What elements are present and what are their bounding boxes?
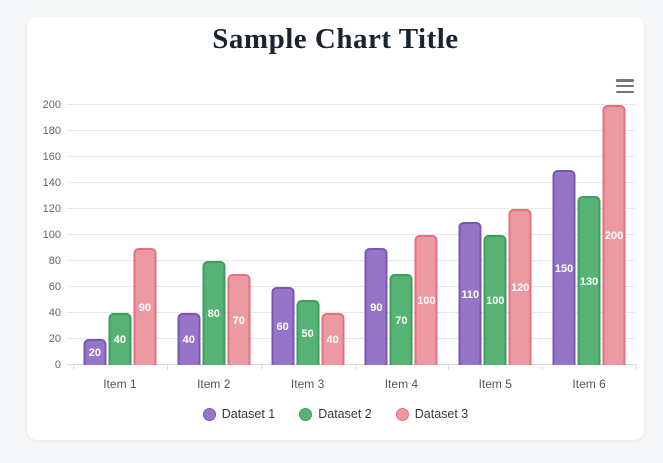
gridline [67, 234, 636, 235]
bar-dataset-3-item-5[interactable]: 120 [508, 209, 532, 365]
legend-item-dataset-3[interactable]: Dataset 3 [395, 407, 469, 421]
x-axis-category-label: Item 6 [572, 377, 606, 391]
x-axis-tick [260, 365, 262, 370]
bar-value-label: 110 [461, 288, 480, 301]
x-axis-category-label: Item 1 [103, 377, 137, 391]
legend-swatch-icon [299, 407, 313, 421]
bar-dataset-2-item-2[interactable]: 80 [202, 261, 226, 365]
legend-label: Dataset 3 [414, 407, 469, 421]
y-axis-tick-label: 100 [42, 229, 61, 241]
bar-dataset-3-item-3[interactable]: 40 [321, 313, 345, 365]
y-axis-tick-label: 120 [42, 203, 61, 215]
x-axis-tick [542, 365, 544, 370]
x-axis-category-label: Item 2 [197, 377, 231, 391]
x-axis-tick [166, 365, 168, 370]
x-axis-category-label: Item 3 [290, 377, 325, 391]
bar-dataset-1-item-2[interactable]: 40 [177, 313, 201, 365]
y-axis-tick-label: 180 [42, 125, 61, 137]
x-axis-tick [636, 365, 637, 370]
hamburger-bar [616, 84, 634, 88]
chart-title: Sample Chart Title [212, 23, 459, 55]
bar-value-label: 100 [417, 295, 436, 307]
bar-dataset-3-item-6[interactable]: 200 [602, 105, 626, 365]
x-axis-category-label: Item 4 [384, 377, 419, 391]
x-axis-tick [73, 365, 74, 370]
x-axis-tick [354, 365, 356, 370]
gridline [67, 104, 636, 105]
legend-item-dataset-1[interactable]: Dataset 1 [202, 407, 276, 421]
bar-dataset-1-item-6[interactable]: 150 [552, 170, 576, 365]
chart-card: Sample Chart Title 0 20 40 60 80 100 120 140 160… [27, 17, 644, 440]
bar-dataset-3-item-4[interactable]: 100 [414, 235, 438, 365]
bar-value-label: 100 [486, 295, 505, 307]
legend-label: Dataset 2 [318, 407, 372, 421]
bar-group: 20 40 90 [83, 248, 157, 365]
gridline [67, 286, 636, 287]
gridline [67, 182, 636, 183]
bar-dataset-2-item-4[interactable]: 70 [389, 274, 413, 365]
bar-dataset-1-item-4[interactable]: 90 [364, 248, 388, 365]
bar-group: 150 130 200 [552, 105, 626, 365]
gridline [67, 364, 636, 365]
x-axis-category-label: Item 5 [478, 377, 512, 391]
bar-value-label: 40 [182, 334, 195, 346]
bar-value-label: 120 [511, 282, 530, 294]
gridline [67, 338, 636, 339]
gridline [67, 156, 636, 157]
bar-value-label: 40 [113, 334, 127, 346]
bar-value-label: 80 [207, 308, 220, 320]
bar-value-label: 130 [579, 275, 599, 288]
hamburger-icon[interactable] [616, 79, 634, 93]
bar-dataset-2-item-3[interactable]: 50 [296, 300, 320, 365]
bar-value-label: 60 [276, 321, 289, 333]
x-axis-tick [448, 365, 450, 370]
y-axis-tick-label: 40 [48, 307, 61, 319]
gridline [67, 208, 636, 209]
bar-dataset-1-item-1[interactable]: 20 [83, 339, 107, 365]
legend-swatch-icon [395, 407, 409, 421]
y-axis-tick-label: 140 [42, 177, 61, 189]
bar-dataset-1-item-3[interactable]: 60 [271, 287, 295, 365]
bar-value-label: 200 [604, 230, 624, 242]
bar-group: 40 80 70 [177, 261, 251, 365]
bar-group: 110 100 120 [458, 209, 532, 365]
hamburger-bar [616, 90, 634, 93]
hamburger-bar [616, 79, 634, 82]
bar-dataset-2-item-6[interactable]: 130 [577, 196, 601, 365]
y-axis-tick-label: 20 [48, 333, 61, 345]
bar-value-label: 50 [301, 327, 314, 340]
gridline [67, 130, 636, 131]
bar-value-label: 90 [370, 301, 383, 314]
bar-value-label: 150 [554, 262, 574, 275]
bar-value-label: 70 [232, 314, 245, 327]
y-axis-tick-label: 160 [42, 151, 61, 163]
plot-area: 0 20 40 60 80 100 120 140 160 180 200 20 40 90 Item 1 4… [43, 99, 637, 391]
bar-value-label: 70 [395, 314, 408, 327]
legend-label: Dataset 1 [221, 407, 276, 421]
bar-dataset-3-item-1[interactable]: 90 [133, 248, 157, 365]
legend-item-dataset-2[interactable]: Dataset 2 [299, 407, 372, 421]
chart-legend: Dataset 1 Dataset 2 Dataset 3 [27, 407, 644, 421]
bar-group: 60 50 40 [271, 287, 345, 365]
bar-dataset-3-item-2[interactable]: 70 [227, 274, 251, 365]
bar-value-label: 40 [326, 334, 339, 346]
bar-dataset-2-item-5[interactable]: 100 [483, 235, 507, 365]
y-axis-tick-label: 60 [48, 281, 61, 293]
gridline [67, 312, 636, 313]
bar-group: 90 70 100 [364, 235, 438, 365]
y-axis-tick-label: 80 [48, 255, 61, 267]
gridline [67, 260, 636, 261]
bar-dataset-1-item-5[interactable]: 110 [458, 222, 482, 365]
y-axis-tick-label: 200 [42, 99, 61, 111]
bar-value-label: 20 [88, 347, 102, 359]
y-axis-tick-label: 0 [54, 359, 61, 371]
bar-value-label: 90 [138, 301, 152, 314]
bar-dataset-2-item-1[interactable]: 40 [108, 313, 132, 365]
legend-swatch-icon [202, 407, 216, 421]
